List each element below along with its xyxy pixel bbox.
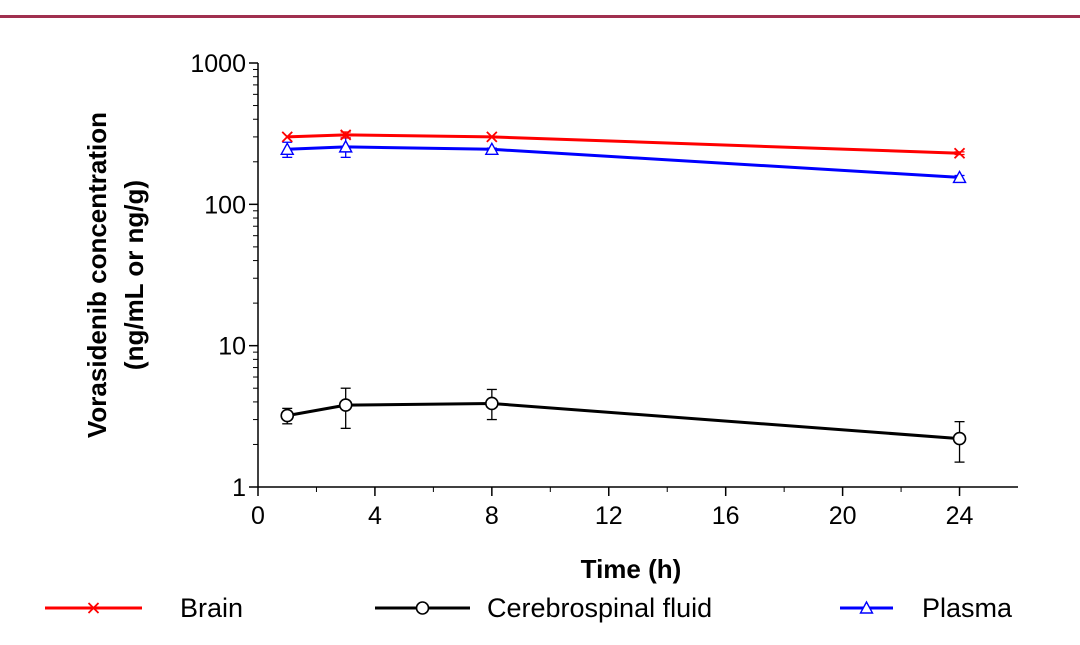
legend-label: Cerebrospinal fluid: [487, 593, 712, 623]
data-point-marker: [952, 431, 967, 446]
legend: Brain Cerebrospinal fluid Plasma: [45, 593, 1013, 623]
x-tick-label: 12: [595, 502, 623, 530]
data-point-marker: [486, 131, 498, 143]
marker-stroke: [486, 131, 498, 143]
series-layer: [280, 129, 967, 463]
data-point-marker: [953, 147, 966, 159]
legend-item: Brain: [45, 593, 243, 623]
series-cerebrospinal-fluid: [280, 387, 967, 463]
top-divider: [0, 15, 1080, 18]
x-tick-label: 20: [829, 502, 857, 530]
data-point-marker: [338, 398, 353, 412]
series-line-brain: [287, 133, 960, 155]
y-tick-label: 1: [232, 474, 246, 502]
axes: 1 10 100 1000 0 4 8 12 16 20 24: [190, 50, 1018, 530]
y-tick-label: 1000: [190, 50, 246, 78]
series-line-cerebrospinal-fluid: [286, 402, 960, 441]
data-point-marker: [338, 139, 353, 153]
legend-item: Cerebrospinal fluid: [375, 593, 712, 623]
series-brain: [281, 129, 966, 159]
legend-item: Plasma: [840, 593, 1013, 623]
data-point-marker: [415, 601, 430, 615]
legend-label: Plasma: [922, 593, 1013, 623]
y-axis-title-line2: (ng/mL or ng/g): [119, 180, 149, 370]
x-tick-label: 24: [946, 502, 974, 530]
data-point-marker: [485, 396, 499, 411]
series-plasma: [280, 137, 967, 184]
x-tick-label: 8: [485, 502, 499, 530]
series-line-plasma: [287, 145, 960, 179]
data-point-marker: [340, 129, 352, 141]
data-point-marker: [87, 602, 100, 614]
data-point-marker: [280, 408, 295, 423]
marker-stroke: [340, 129, 352, 141]
y-tick-label: 100: [204, 191, 246, 219]
data-point-marker: [280, 141, 295, 156]
data-point-marker: [484, 141, 500, 156]
x-axis-title: Time (h): [581, 554, 682, 584]
x-tick-label: 16: [712, 502, 740, 530]
x-tick-label: 0: [251, 502, 265, 530]
marker-stroke: [87, 602, 100, 614]
y-axis-title-line1: Vorasidenib concentration: [82, 112, 112, 438]
data-point-marker: [281, 131, 293, 143]
data-point-marker: [859, 600, 874, 614]
marker-stroke: [281, 131, 293, 143]
x-tick-label: 4: [368, 502, 382, 530]
marker-stroke: [953, 147, 966, 159]
legend-label: Brain: [180, 593, 243, 623]
data-point-marker: [952, 169, 967, 184]
y-tick-label: 10: [218, 333, 246, 361]
